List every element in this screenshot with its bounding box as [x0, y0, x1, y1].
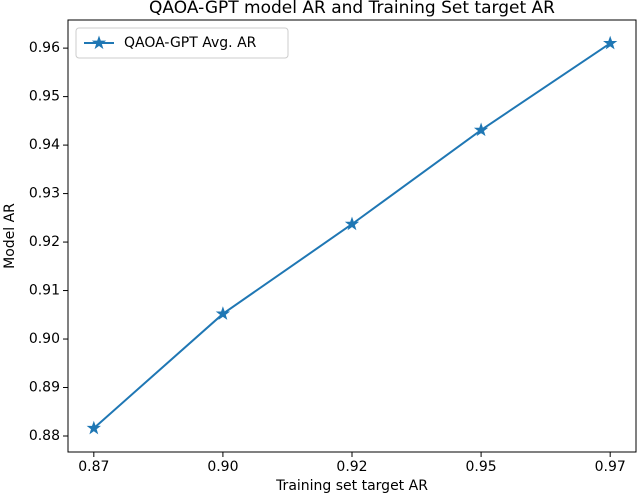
x-tick-label: 0.92 [336, 459, 367, 475]
x-tick-label: 0.97 [595, 459, 626, 475]
legend-box [75, 27, 289, 59]
x-tick-label: 0.95 [466, 459, 497, 475]
y-tick-label: 0.95 [29, 89, 60, 105]
y-tick-label: 0.89 [29, 380, 60, 396]
point-marker [344, 216, 360, 231]
y-tick-label: 0.92 [29, 234, 60, 250]
y-tick-label: 0.90 [29, 331, 60, 347]
point-marker [86, 420, 101, 435]
series-line [93, 42, 611, 429]
legend-label: QAOA-GPT Avg. AR [124, 35, 257, 51]
point-marker [473, 122, 489, 137]
chart-title: QAOA-GPT model AR and Training Set targe… [149, 0, 555, 18]
plot-frame [67, 19, 637, 453]
point-marker [603, 35, 618, 50]
legend-marker [91, 35, 107, 50]
x-tick-label: 0.90 [207, 459, 238, 475]
point-marker [215, 306, 231, 320]
y-tick-label: 0.88 [29, 428, 60, 444]
y-tick-label: 0.96 [29, 40, 60, 56]
y-tick-label: 0.93 [29, 186, 60, 202]
x-tick-label: 0.87 [78, 459, 109, 475]
y-axis-label: Model AR [2, 203, 18, 269]
y-tick-label: 0.94 [29, 137, 60, 153]
y-tick-label: 0.91 [29, 283, 60, 299]
x-axis-label: Training set target AR [275, 478, 428, 494]
